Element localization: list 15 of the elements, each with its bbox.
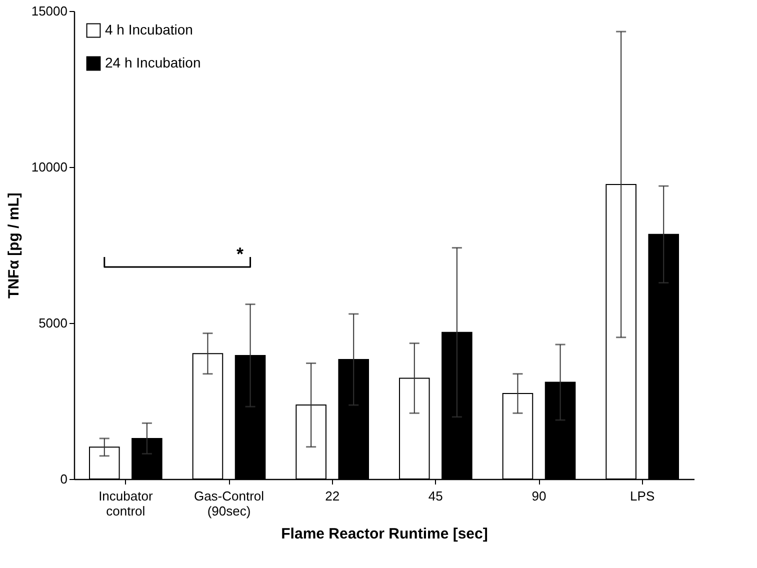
legend-label: 4 h Incubation <box>105 22 193 38</box>
legend-label: 24 h Incubation <box>105 54 201 70</box>
x-tick-label: 22 <box>325 488 340 504</box>
y-tick-label: 0 <box>60 472 68 486</box>
y-tick-label: 15000 <box>31 4 68 18</box>
x-tick-label: LPS <box>630 488 655 504</box>
x-tick-label: Gas-Control (90sec) <box>194 488 264 518</box>
y-tick-label: 10000 <box>31 160 68 174</box>
x-axis-title: Flame Reactor Runtime [sec] <box>281 526 488 542</box>
x-tick-label: 45 <box>428 488 443 504</box>
annotation: * <box>236 244 244 264</box>
y-axis-title: TNFα [pg / mL] <box>5 192 22 298</box>
x-tick-label: Incubator control <box>98 488 154 518</box>
y-tick-label: 5000 <box>38 316 68 330</box>
x-tick-label: 90 <box>532 488 546 504</box>
